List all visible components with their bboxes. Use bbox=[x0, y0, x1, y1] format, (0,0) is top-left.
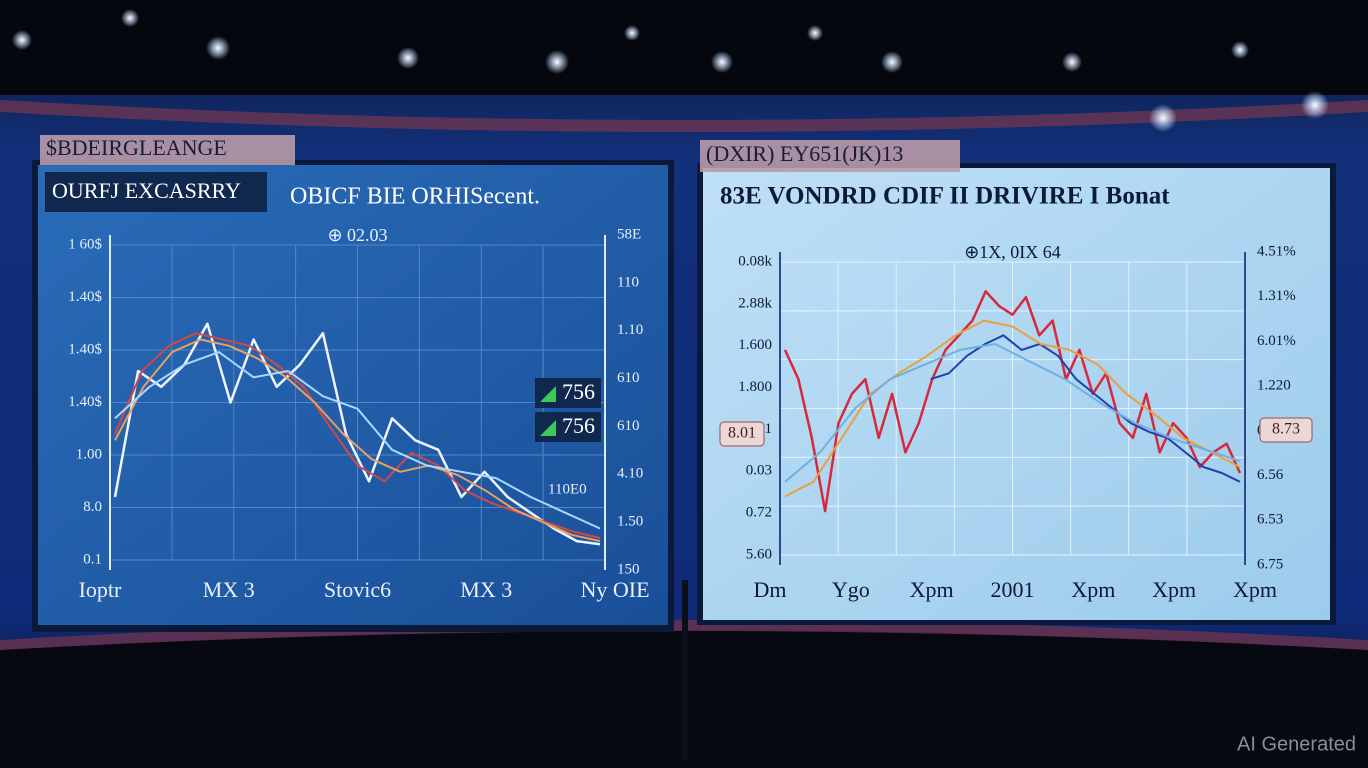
x-label: 2001 bbox=[991, 577, 1035, 602]
y-label: 0.1 bbox=[83, 551, 102, 567]
x-label: Ny OIE bbox=[580, 577, 649, 602]
tag-box bbox=[700, 140, 960, 172]
title: 83E VONDRD CDIF II DRIVIRE I Bonat bbox=[720, 183, 1170, 210]
x-label: Stovic6 bbox=[324, 577, 391, 602]
y-label: 5.60 bbox=[746, 546, 772, 562]
ceiling-trim bbox=[0, 100, 1368, 132]
y-label: 1.00 bbox=[76, 446, 102, 462]
ceiling bbox=[0, 0, 1368, 95]
stand bbox=[682, 580, 688, 760]
badge: 756 bbox=[562, 413, 595, 438]
y-label: 6.56 bbox=[1257, 467, 1284, 483]
y-label: 6.75 bbox=[1257, 556, 1283, 572]
y-label: 6.01% bbox=[1257, 333, 1296, 349]
y-label: 110 bbox=[617, 274, 639, 290]
screen bbox=[703, 168, 1330, 620]
lights bbox=[12, 9, 1329, 132]
y-label: 4.10 bbox=[617, 466, 643, 482]
x-label: MX 3 bbox=[460, 577, 512, 602]
marker-box bbox=[1259, 417, 1313, 443]
watermark: AI Generated bbox=[1237, 733, 1356, 755]
y-label: 2.88k bbox=[738, 295, 772, 311]
x-label: Xpm bbox=[910, 577, 954, 602]
y-label: 0.08k bbox=[738, 253, 772, 269]
y-label: 1.40$ bbox=[68, 394, 102, 410]
line-series bbox=[784, 343, 1241, 483]
y-label: 4.51% bbox=[1257, 243, 1296, 259]
line-series bbox=[784, 319, 1241, 498]
x-label: Xpm bbox=[1152, 577, 1196, 602]
marker: 8.73 bbox=[1272, 421, 1300, 438]
y-label: 1.40$ bbox=[68, 341, 102, 357]
x-label: Ioptr bbox=[79, 577, 122, 602]
header: OURFJ EXCASRRY bbox=[52, 178, 241, 203]
y-label: 0.72 bbox=[746, 505, 772, 521]
badge-icon bbox=[540, 420, 556, 436]
y-label: 1.220 bbox=[1257, 378, 1291, 394]
tag: $BDEIRGLEANGE bbox=[46, 135, 227, 160]
y-label: 1 60$ bbox=[68, 236, 102, 252]
badge: 756 bbox=[562, 379, 595, 404]
x-label: Xpm bbox=[1233, 577, 1277, 602]
y-label: 150 bbox=[617, 561, 640, 577]
line-series bbox=[114, 338, 601, 543]
x-label: MX 3 bbox=[203, 577, 255, 602]
y-label: 58E bbox=[617, 226, 641, 242]
y-label: 8.0 bbox=[83, 499, 102, 515]
note: 110E0 bbox=[548, 481, 587, 497]
tag: (DXIR) EY651(JK)13 bbox=[706, 141, 903, 166]
badge-box bbox=[535, 412, 601, 442]
y-label: 1.800 bbox=[738, 379, 772, 395]
x-label: Dm bbox=[754, 577, 787, 602]
marker: 8.01 bbox=[728, 425, 756, 442]
y-label: 6.53 bbox=[1257, 512, 1283, 528]
y-label: 610 bbox=[617, 370, 640, 386]
badge-icon bbox=[540, 386, 556, 402]
title: OBICF BIE ORHISecent. bbox=[290, 184, 540, 210]
line-series bbox=[114, 351, 601, 530]
y-label: 610 bbox=[617, 418, 640, 434]
line-series bbox=[113, 322, 601, 546]
badge-box bbox=[535, 378, 601, 408]
tag-box bbox=[40, 135, 295, 165]
x-label: Ygo bbox=[832, 577, 870, 602]
y-label: 1.40$ bbox=[68, 289, 102, 305]
y-label: 1.31% bbox=[1257, 288, 1296, 304]
y-label: 1.600 bbox=[738, 337, 772, 353]
subtitle: ⊕1X, 0IX 64 bbox=[964, 242, 1061, 262]
y-label: 1.10 bbox=[617, 322, 643, 338]
x-label: Xpm bbox=[1071, 577, 1115, 602]
marker-box bbox=[719, 421, 765, 447]
y-label: 1.50 bbox=[617, 514, 643, 530]
line-series bbox=[783, 290, 1242, 513]
subtitle: ⊕ 02.03 bbox=[327, 225, 387, 245]
y-label: 0.03 bbox=[746, 463, 772, 479]
header-box bbox=[45, 172, 267, 212]
